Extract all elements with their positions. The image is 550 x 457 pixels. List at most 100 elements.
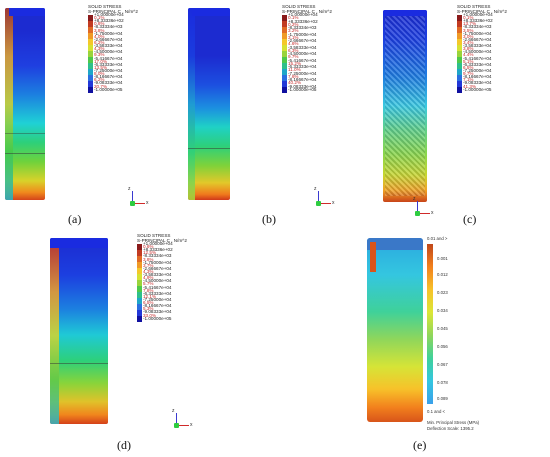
model-column-d (50, 238, 108, 424)
legend-percent-label: 7.1% (463, 77, 474, 83)
legend-tick-label: -9.08333e+04 (94, 80, 123, 86)
legend-ticks: +1.00000e+04 0.1% +8.33336e+02 13.7% -8.3333… (463, 12, 493, 91)
legend-color-swatch (88, 33, 93, 39)
legend-tick-label: -8.16667e+04 (143, 303, 172, 309)
panel-c: SOLID STRESS S-PRINCIPAL C , N/m^2 +1.00… (365, 0, 550, 230)
legend-color-swatch (457, 27, 462, 33)
legend-percent-label: 3.5% (463, 27, 474, 33)
legend-tick-label: -8.16667e+04 (288, 77, 317, 82)
legend-percent-label: 9.3% (94, 52, 105, 58)
legend-color-swatch (457, 15, 462, 21)
legend-percent-label: 4.3% (94, 46, 105, 52)
legend-color-swatch (137, 262, 142, 268)
legend-percent-label: 7.6% (288, 73, 299, 79)
legend-tick-label: -9.08333e+04 (288, 83, 317, 89)
legend-color-swatch (282, 87, 287, 93)
legend-percent-label: 20.7% (94, 83, 108, 89)
legend-tick-label: -9.08333e+04 (463, 80, 492, 86)
legend-c: SOLID STRESS S-PRINCIPAL C , N/m^2 +1.00… (457, 4, 507, 155)
legend-percent-label: 0.8% (94, 21, 105, 27)
legend-percent-label: 4.3% (143, 268, 154, 274)
legend-tick-label: -1.00000e+05 (94, 86, 123, 92)
legend-percent-label: 17.0% (94, 58, 108, 64)
legend-tick-label: -8.16667e+04 (463, 74, 492, 80)
legend-percent-label: 8.0% (94, 71, 105, 77)
legend-color-swatch (88, 51, 93, 57)
panel-e: 0.01 and > 0.001 0.012 0.023 0.034 0.045… (275, 230, 550, 457)
legend-color-swatch (282, 51, 287, 57)
legend-color-swatch (88, 15, 93, 21)
legend-color-bar (282, 15, 287, 93)
legend-tick-label: -2.66667e+04 (94, 36, 123, 42)
legend-percent-label: 13.7% (463, 21, 477, 27)
model-column-c (383, 10, 427, 202)
legend-color-swatch (137, 316, 142, 322)
legend-percent-label: 3.8% (94, 27, 105, 33)
legend-percent-label: 3.7% (143, 262, 154, 268)
legend-color-swatch (457, 33, 462, 39)
legend-color-swatch (282, 21, 287, 27)
legend-color-swatch (457, 75, 462, 81)
legend-percent-label: 6.5% (463, 64, 474, 70)
legend-color-swatch (282, 63, 287, 69)
legend-tick-label: -7.25000e+04 (94, 67, 123, 73)
legend-color-swatch (282, 57, 287, 63)
legend-color-swatch (137, 250, 142, 256)
legend-percent-label: 4.9% (143, 275, 154, 281)
legend-tick-label: -7.25000e+04 (463, 67, 492, 73)
legend-tick-label: +1.00000e+04 (143, 241, 173, 246)
legend-percent-label: 9.7% (463, 71, 474, 77)
legend-subtitle: S-PRINCIPAL C , N/m^2 (282, 9, 332, 14)
legend-percent-label: 11.0% (288, 67, 301, 73)
legend-tick-label: -7.25000e+04 (143, 296, 172, 302)
legend-color-swatch (88, 63, 93, 69)
legend-percent-label: 41.3% (463, 83, 477, 89)
legend-tick-label: -8.16667e+04 (94, 74, 123, 80)
model-column-b (188, 8, 230, 200)
legend-percent-label: 7.8% (143, 287, 154, 293)
panel-a: SOLID STRESS S-PRINCIPAL C , N/m^2 +1.00… (0, 0, 180, 230)
legend-color-swatch (88, 39, 93, 45)
legend-percent-label: 33.0% (143, 312, 157, 318)
legend-color-bar (457, 15, 462, 93)
legend-color-swatch (457, 51, 462, 57)
legend-color-swatch (137, 280, 142, 286)
panel-label-a: (a) (68, 212, 82, 226)
legend-color-swatch (88, 57, 93, 63)
legend-tick-label: -6.33333e+04 (463, 61, 492, 67)
legend-title: SOLID STRESS (88, 4, 122, 9)
legend-ticks: +1.00000e+04 0.6% +8.33336e+02 12.5% -8.3333… (143, 241, 173, 321)
legend-color-swatch (88, 21, 93, 27)
legend-percent-label: 0.6% (143, 244, 154, 250)
legend-tick-label: -3.58333e+04 (288, 44, 317, 50)
legend-percent-label: 0.1% (94, 15, 105, 21)
legend-color-swatch (282, 39, 287, 45)
legend-color-swatch (88, 69, 93, 75)
legend-tick-label: -6.33333e+04 (288, 64, 317, 69)
legend-color-swatch (282, 45, 287, 51)
legend-percent-label: 4.0% (94, 33, 105, 39)
legend-tick-label: -1.75000e+04 (94, 30, 123, 36)
legend-tick-label: -1.00000e+05 (143, 315, 172, 321)
legend-tick-label: +8.33336e+02 (143, 247, 173, 253)
panel-label-e: (e) (413, 438, 427, 452)
legend-tick-label: -6.33333e+04 (94, 61, 123, 67)
legend-percent-label: 9.7% (288, 54, 299, 60)
legend-tick-label: -6.33333e+04 (143, 290, 172, 296)
legend-color-swatch (282, 75, 287, 81)
legend-top-label: 0.01 and > (427, 236, 448, 241)
legend-tick-label: +1.00000e+04 (463, 12, 493, 17)
legend-tick-label: -4.50000e+04 (463, 49, 492, 55)
legend-percent-label: 5.7% (143, 281, 154, 287)
legend-color-bar (137, 244, 142, 322)
legend-color-swatch (137, 268, 142, 274)
legend-color-swatch (457, 45, 462, 51)
legend-color-swatch (137, 292, 142, 298)
legend-percent-label: 12.5% (143, 250, 157, 256)
legend-percent-label: 6.3% (288, 47, 299, 53)
legend-percent-label: 15.2% (288, 60, 302, 66)
legend-color-swatch (137, 304, 142, 310)
legend-percent-label: 0.1% (288, 15, 299, 21)
